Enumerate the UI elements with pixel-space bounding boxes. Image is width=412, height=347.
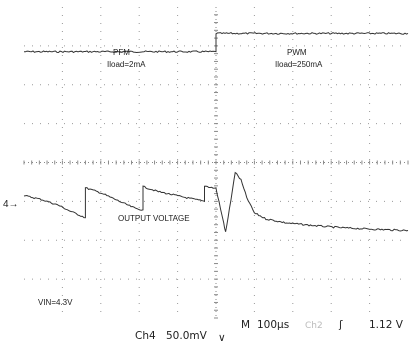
trace-layer: [23, 32, 409, 232]
pfm-load-label: Iload=2mA: [107, 60, 146, 69]
trigger-level: 1.12 V: [369, 319, 404, 331]
pwm-load-label: Iload=250mA: [275, 60, 323, 69]
channel-4-ground-marker: 4→: [3, 199, 19, 210]
trigger-slope-icon: ʃ: [338, 319, 343, 331]
pwm-mode-label: PWM: [287, 48, 307, 57]
pfm-mode-label: PFM: [113, 48, 130, 57]
graticule-grid: [23, 7, 409, 319]
bandwidth-limit-icon: ∨: [218, 332, 226, 344]
vin-label: VIN=4.3V: [38, 298, 73, 307]
channel-scale: 50.0mV: [166, 330, 208, 342]
timebase-value: 100µs: [257, 319, 289, 331]
channel-label: Ch4: [135, 330, 156, 342]
output-voltage-label: OUTPUT VOLTAGE: [118, 214, 190, 223]
trigger-source: Ch2: [305, 321, 323, 331]
timebase-prefix: M: [241, 319, 250, 331]
trace-load-current: [23, 32, 409, 54]
trace-output-voltage: [23, 171, 409, 232]
